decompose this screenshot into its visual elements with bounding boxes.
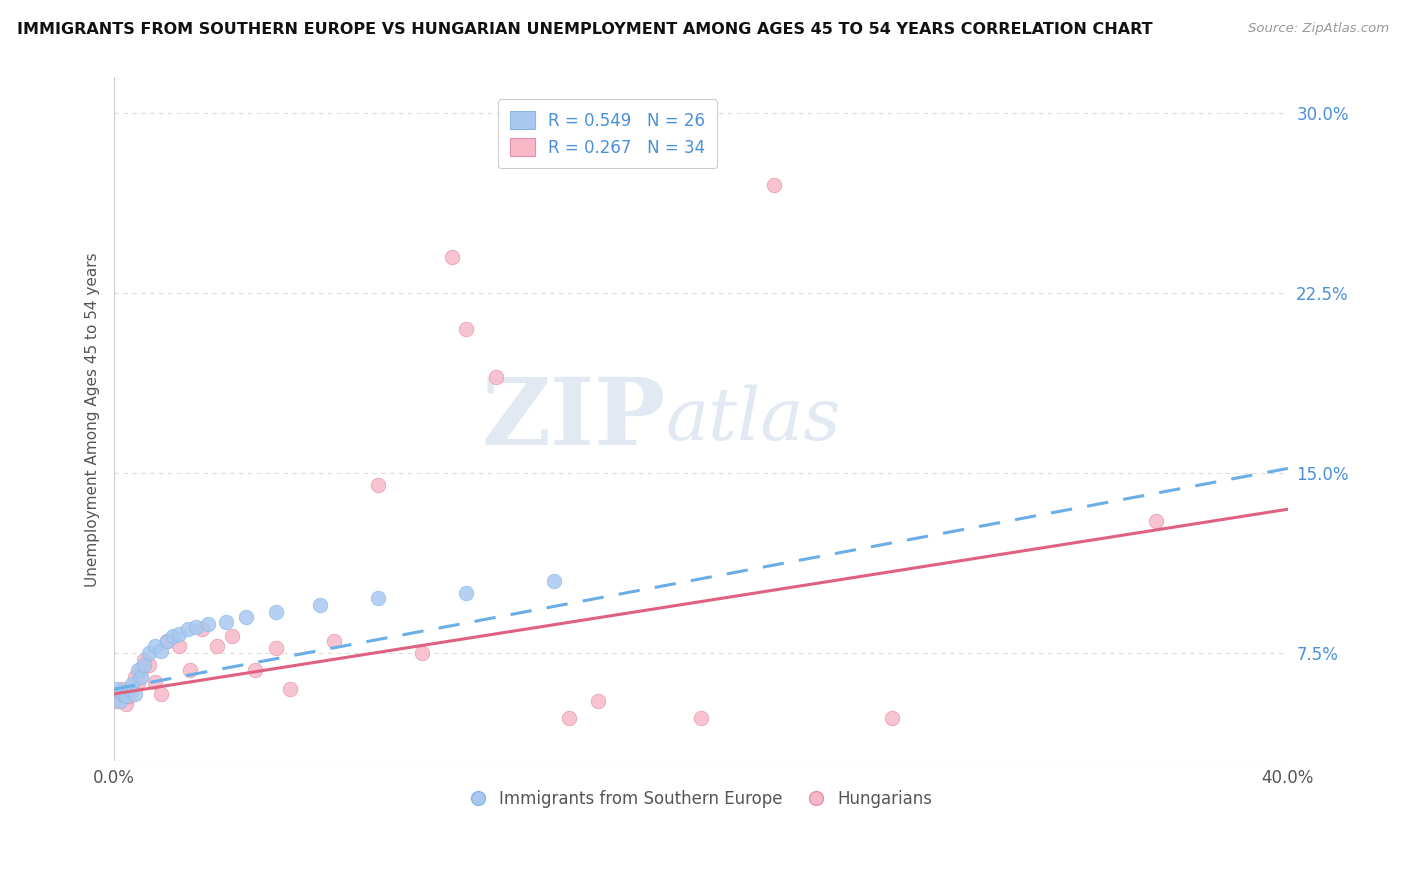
Point bbox=[111, 687, 134, 701]
Point bbox=[111, 682, 134, 697]
Point bbox=[235, 610, 257, 624]
Point bbox=[243, 663, 266, 677]
Point bbox=[411, 646, 433, 660]
Point bbox=[308, 598, 330, 612]
Point bbox=[150, 644, 173, 658]
Text: IMMIGRANTS FROM SOUTHERN EUROPE VS HUNGARIAN UNEMPLOYMENT AMONG AGES 45 TO 54 YE: IMMIGRANTS FROM SOUTHERN EUROPE VS HUNGA… bbox=[17, 22, 1153, 37]
Point bbox=[215, 615, 238, 629]
Text: Source: ZipAtlas.com: Source: ZipAtlas.com bbox=[1249, 22, 1389, 36]
Point bbox=[690, 711, 713, 725]
Point bbox=[186, 620, 208, 634]
Point bbox=[264, 641, 287, 656]
Legend: Immigrants from Southern Europe, Hungarians: Immigrants from Southern Europe, Hungari… bbox=[463, 783, 939, 814]
Point bbox=[167, 627, 190, 641]
Point bbox=[1144, 514, 1167, 528]
Point bbox=[127, 674, 149, 689]
Point bbox=[138, 646, 160, 660]
Point bbox=[367, 591, 389, 605]
Point bbox=[440, 251, 463, 265]
Point bbox=[124, 670, 146, 684]
Text: atlas: atlas bbox=[666, 384, 841, 455]
Point bbox=[115, 690, 138, 704]
Point bbox=[205, 639, 228, 653]
Point bbox=[105, 682, 128, 697]
Point bbox=[132, 653, 155, 667]
Point bbox=[121, 682, 143, 697]
Point bbox=[485, 370, 508, 384]
Point bbox=[323, 634, 346, 648]
Point bbox=[191, 622, 214, 636]
Point bbox=[162, 629, 184, 643]
Point bbox=[124, 687, 146, 701]
Point bbox=[143, 639, 166, 653]
Y-axis label: Unemployment Among Ages 45 to 54 years: Unemployment Among Ages 45 to 54 years bbox=[86, 252, 100, 587]
Point bbox=[121, 677, 143, 691]
Point bbox=[129, 670, 152, 684]
Point bbox=[132, 658, 155, 673]
Point bbox=[278, 682, 301, 697]
Point bbox=[143, 674, 166, 689]
Point bbox=[264, 605, 287, 619]
Point bbox=[167, 639, 190, 653]
Point bbox=[179, 663, 201, 677]
Point bbox=[176, 622, 198, 636]
Point bbox=[105, 694, 128, 708]
Point bbox=[129, 663, 152, 677]
Point bbox=[367, 478, 389, 492]
Point bbox=[763, 178, 786, 193]
Point bbox=[221, 629, 243, 643]
Point bbox=[150, 687, 173, 701]
Point bbox=[115, 697, 138, 711]
Point bbox=[118, 682, 141, 697]
Point bbox=[156, 634, 179, 648]
Point bbox=[456, 586, 478, 600]
Point bbox=[138, 658, 160, 673]
Point bbox=[456, 322, 478, 336]
Point bbox=[543, 574, 565, 589]
Text: ZIP: ZIP bbox=[482, 375, 666, 464]
Point bbox=[197, 617, 219, 632]
Point bbox=[118, 690, 141, 704]
Point bbox=[108, 694, 131, 708]
Point bbox=[588, 694, 610, 708]
Point bbox=[558, 711, 581, 725]
Point bbox=[880, 711, 903, 725]
Point bbox=[108, 687, 131, 701]
Point bbox=[156, 634, 179, 648]
Point bbox=[127, 663, 149, 677]
